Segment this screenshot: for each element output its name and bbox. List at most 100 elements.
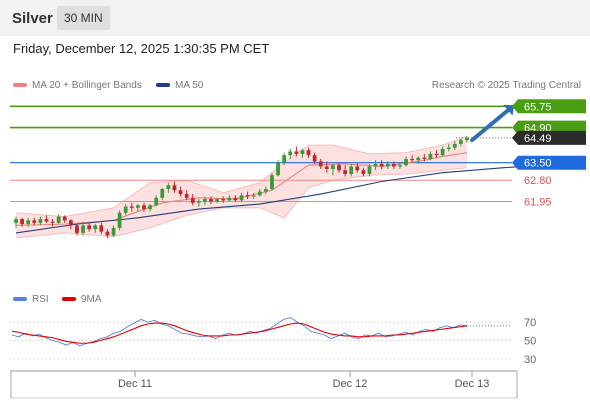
candle [44, 215, 49, 223]
candle-body [312, 155, 317, 162]
candle [87, 222, 92, 232]
candle [233, 195, 238, 202]
rsi-legend-label: RSI [32, 294, 49, 305]
candle-body [75, 225, 79, 233]
candle [129, 202, 134, 212]
candle [50, 219, 55, 227]
candle [349, 163, 354, 177]
candle [245, 191, 250, 200]
candle [452, 141, 457, 151]
candle-body [166, 185, 171, 190]
candle [294, 146, 299, 157]
candle [410, 155, 415, 163]
candle-body [172, 185, 177, 191]
candle [300, 148, 305, 158]
candle [337, 162, 341, 173]
candle [422, 153, 427, 162]
ma50-swatch [156, 83, 170, 88]
candle [136, 204, 140, 212]
candle-body [343, 170, 347, 174]
candle-body [355, 166, 360, 171]
rsi-swatch [13, 297, 27, 302]
ma50-line [15, 163, 565, 234]
candle [257, 189, 262, 197]
level-badge-64.49: 64.49 [512, 130, 586, 145]
candle-body [160, 189, 165, 198]
candle-body [14, 219, 18, 223]
candle [117, 210, 122, 231]
candle [142, 202, 146, 212]
candle-body [38, 219, 43, 223]
rsi-tick-50: 50 [524, 336, 536, 348]
ma9-swatch [62, 297, 76, 302]
candle-body [263, 189, 268, 192]
level-badge-63.50: 63.50 [512, 155, 586, 170]
candle [459, 138, 463, 147]
trend-arrow [470, 104, 515, 143]
candle [56, 214, 61, 225]
candle [385, 161, 390, 169]
candle-body [56, 216, 61, 223]
candle [160, 187, 165, 201]
rsi-tick-30: 30 [524, 354, 536, 366]
candle-body [50, 221, 55, 223]
candle [324, 161, 329, 173]
candle [209, 196, 213, 205]
candle-body [62, 216, 67, 221]
candle-body [440, 148, 445, 156]
candle-body [20, 219, 24, 225]
candle-body [239, 195, 244, 201]
candle [14, 216, 18, 228]
candle [270, 172, 274, 191]
candle [331, 163, 335, 176]
rsi-series-9MA [11, 322, 468, 344]
candles [14, 136, 469, 238]
legend-ma20: MA 20 + Bollinger Bands [13, 80, 142, 91]
candle-body [404, 158, 408, 166]
candle [148, 204, 152, 212]
ma50-legend-label: MA 50 [175, 80, 204, 91]
candle-body [93, 225, 98, 230]
level-badge-text: 65.75 [524, 101, 552, 113]
candle-body [385, 163, 390, 167]
candle [398, 162, 402, 169]
candle [391, 161, 396, 169]
candle [343, 165, 347, 177]
legend-ma50: MA 50 [156, 80, 203, 91]
trend-arrow-shaft [470, 108, 510, 143]
bollinger-lower-line [15, 167, 468, 239]
candle [440, 146, 445, 157]
candle [196, 199, 201, 207]
candle-body [282, 155, 287, 163]
x-tick-label: Dec 12 [333, 378, 368, 390]
candle-body [81, 225, 85, 233]
candle-body [148, 205, 152, 210]
ma20-legend-label: MA 20 + Bollinger Bands [32, 80, 142, 91]
candle [355, 162, 360, 173]
candle [93, 224, 98, 233]
timeframe-button[interactable]: 30 MIN [57, 6, 110, 30]
candle-body [428, 153, 433, 159]
candle-body [300, 150, 305, 154]
candle [312, 152, 317, 164]
key-levels [10, 105, 512, 203]
candle-body [422, 157, 427, 159]
candle-body [184, 194, 189, 198]
candle-body [117, 212, 122, 228]
candle [62, 215, 67, 223]
candle-body [276, 162, 280, 176]
candle [172, 181, 177, 193]
candle-body [154, 197, 159, 206]
rsi-panel: 70 50 30 [10, 317, 536, 366]
candle-body [111, 227, 116, 236]
candle [215, 197, 220, 203]
candle [276, 160, 280, 177]
candle [251, 192, 256, 200]
legend-9ma: 9MA [62, 294, 102, 305]
candle [190, 194, 195, 206]
level-label-62.80: 62.80 [524, 175, 552, 187]
candle-body [452, 143, 457, 148]
candle-body [196, 201, 201, 203]
candle [361, 167, 366, 177]
